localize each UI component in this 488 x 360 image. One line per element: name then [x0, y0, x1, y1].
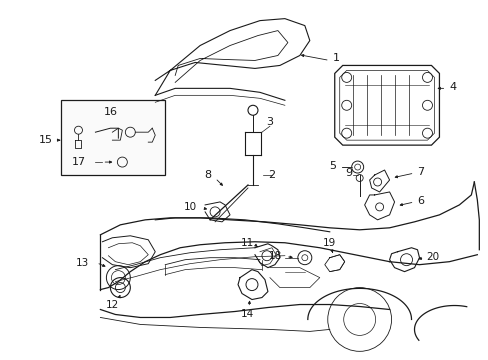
Text: 2: 2 — [268, 170, 275, 180]
Text: 7: 7 — [416, 167, 423, 177]
Text: 6: 6 — [416, 196, 423, 206]
Text: 5: 5 — [328, 161, 336, 171]
Text: 20: 20 — [425, 252, 438, 262]
Text: 15: 15 — [39, 135, 52, 145]
Text: 10: 10 — [183, 202, 196, 212]
Text: 3: 3 — [266, 117, 273, 127]
Text: 13: 13 — [76, 258, 89, 268]
Text: 16: 16 — [103, 107, 117, 117]
Text: 4: 4 — [449, 82, 456, 93]
Text: 12: 12 — [105, 300, 119, 310]
Text: 19: 19 — [323, 238, 336, 248]
Text: 14: 14 — [240, 310, 253, 319]
Text: 18: 18 — [269, 251, 282, 261]
Text: 11: 11 — [240, 238, 253, 248]
Text: 8: 8 — [204, 170, 211, 180]
Text: 9: 9 — [345, 168, 351, 178]
Text: 1: 1 — [332, 54, 340, 63]
Text: 17: 17 — [71, 157, 85, 167]
